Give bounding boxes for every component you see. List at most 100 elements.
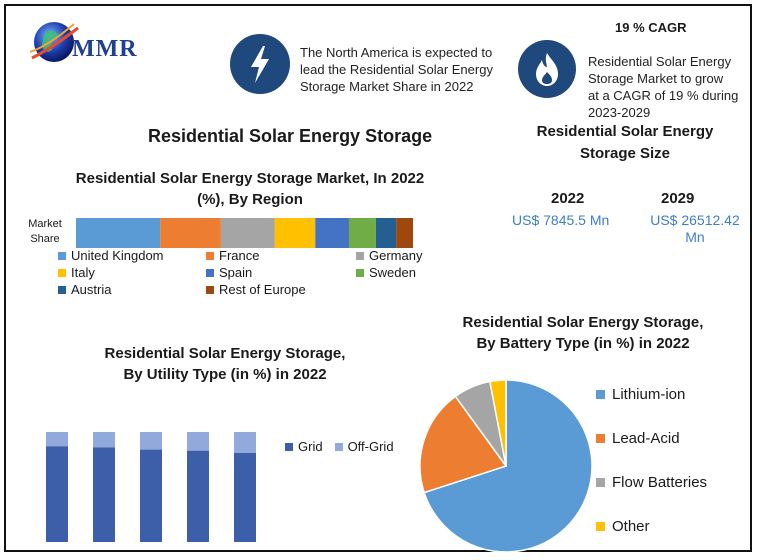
legend-item: Lead-Acid [596,416,707,460]
utility-title-line: Residential Solar Energy Storage, [104,345,346,362]
pie-slice [423,379,593,553]
region-bar-segment [76,218,161,248]
region-stacked-bar-chart [76,218,413,248]
utility-bar-segment [46,432,68,447]
row-label-line: Market [28,218,62,230]
legend-item: Rest of Europe [206,281,356,298]
lightning-icon [230,34,290,94]
cagr-line: Residential Solar Energy [588,54,732,69]
legend-swatch [596,389,605,399]
legend-item: France [206,247,356,264]
region-bar-segment [375,218,397,248]
cagr-line: Storage Market to grow [588,71,724,86]
value-2029: US$ 26512.42 Mn [640,212,750,246]
page-title: Residential Solar Energy Storage [148,126,433,146]
legend-swatch [356,268,364,277]
legend-swatch [206,268,214,277]
north-america-line: The North America is expected to [300,45,493,60]
utility-bar-segment [140,432,162,450]
legend-label: United Kingdom [71,248,164,263]
legend-swatch [58,251,66,260]
region-bar-segment [274,218,316,248]
logo-text: MMR [72,36,138,62]
cagr-line: at a CAGR of 19 % during [588,88,739,103]
legend-label: Lithium-ion [612,385,686,403]
year-2022: 2022 [551,190,585,207]
legend-label: Grid [298,439,323,454]
region-bar-segment [315,218,349,248]
legend-swatch [596,433,605,443]
legend-label: Spain [219,265,253,280]
legend-swatch [285,442,293,451]
region-legend: United Kingdom France Germany Italy Spain Swe… [58,247,428,298]
battery-pie-chart [419,379,593,553]
north-america-line: lead the Residential Solar Energy [300,62,493,77]
mmr-logo: MMR [26,14,146,84]
row-label-line: Share [30,233,60,245]
legend-label: Austria [71,282,112,297]
cagr-line: 2023-2029 [588,105,651,120]
infographic-frame [4,4,752,552]
north-america-callout: The North America is expected to lead th… [300,44,515,95]
north-america-line: Storage Market Share in 2022 [300,79,474,94]
legend-item: Flow Batteries [596,460,707,504]
battery-chart-title: Residential Solar Energy Storage, By Bat… [448,312,718,354]
legend-item: Off-Grid [334,439,394,454]
utility-bar-segment [234,452,256,542]
legend-swatch [356,251,364,260]
region-bar-segment [160,218,221,248]
utility-title-line: By Utility Type (in %) in 2022 [123,366,327,383]
legend-item: Spain [206,264,356,281]
value-2022: US$ 7845.5 Mn [512,212,610,228]
legend-label: Flow Batteries [612,473,708,491]
legend-label: Other [612,517,650,535]
storage-size-title: Residential Solar Energy Storage Size [520,121,730,165]
region-title-line: Residential Solar Energy Storage Market,… [75,170,425,187]
storage-size-title-line: Storage Size [579,145,671,162]
legend-item: Lithium-ion [596,372,707,416]
legend-label: Off-Grid [347,439,394,454]
utility-bar-segment [46,446,68,542]
legend-swatch [596,477,605,487]
region-title-line: (%), By Region [197,191,303,208]
storage-size-title-line: Residential Solar Energy [536,123,714,140]
legend-item: Germany [356,247,446,264]
utility-bar-segment [234,432,256,453]
battery-title-line: By Battery Type (in %) in 2022 [476,335,690,352]
globe-icon [29,22,79,62]
value-2029-line: Mn [685,229,705,245]
utility-bar-segment [187,450,209,542]
legend-item: Grid [285,439,323,454]
cagr-callout: Residential Solar Energy Storage Market … [588,53,748,121]
battery-title-line: Residential Solar Energy Storage, [462,314,704,331]
cagr-title: 19 % CAGR [615,20,687,35]
legend-item: Austria [58,281,206,298]
utility-bar-segment [140,449,162,542]
legend-item: Sweden [356,264,446,281]
pie-slice [489,379,507,467]
legend-swatch [206,251,214,260]
legend-item: Italy [58,264,206,281]
legend-label: Lead-Acid [612,429,680,447]
region-bar-segment [348,218,376,248]
year-2029: 2029 [661,190,695,207]
flame-icon [518,40,576,98]
region-row-label: Market Share [20,217,70,247]
battery-legend: Lithium-ion Lead-Acid Flow Batteries Other [596,372,707,548]
region-bar-segment [396,218,413,248]
utility-chart-title: Residential Solar Energy Storage, By Uti… [80,343,370,385]
legend-swatch [58,285,66,294]
region-bar-segment [220,218,275,248]
legend-swatch [334,442,343,451]
legend-swatch [206,285,214,294]
value-2029-line: US$ 26512.42 [650,212,740,228]
utility-stacked-column-chart [46,432,256,542]
utility-bar-segment [93,447,115,542]
legend-item: United Kingdom [58,247,206,264]
legend-swatch [596,521,605,531]
legend-label: Rest of Europe [219,282,306,297]
utility-bar-segment [93,432,115,448]
region-chart-title: Residential Solar Energy Storage Market,… [50,168,450,210]
utility-bar-segment [187,432,209,451]
legend-item: Other [596,504,707,548]
